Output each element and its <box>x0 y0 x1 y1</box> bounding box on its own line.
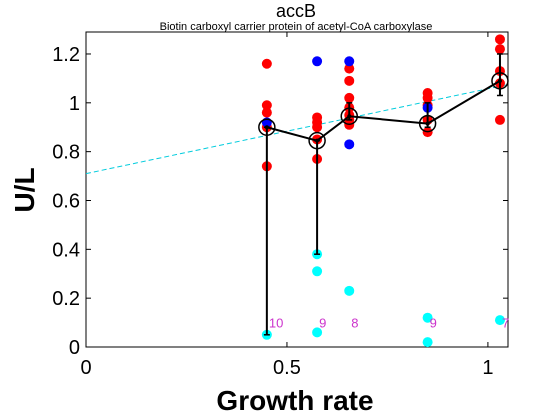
blue-data-point <box>312 56 323 67</box>
x-tick-label: 1 <box>482 357 493 379</box>
sample-count-label: 10 <box>269 316 283 331</box>
mean-marker <box>258 118 276 136</box>
x-axis-label: Growth rate <box>216 385 373 416</box>
cyan-data-point <box>312 327 323 338</box>
cyan-data-point <box>422 312 433 323</box>
mean-marker-dot <box>347 114 352 119</box>
mean-marker-dot <box>497 78 502 83</box>
red-data-point <box>494 34 505 45</box>
cyan-data-point <box>344 285 355 296</box>
plot-frame <box>85 31 509 348</box>
plot-area: 0 0.2 0.4 0.6 0.8 1 1.2 0 0.5 1 10 9 8 9 7 <box>52 31 509 379</box>
red-data-point <box>312 122 323 133</box>
cyan-data-point <box>422 337 433 348</box>
y-tick-label: 0 <box>69 337 80 359</box>
cyan-data-point <box>494 315 505 326</box>
mean-marker <box>491 72 509 90</box>
red-data-point <box>261 58 272 69</box>
y-tick-label: 1.2 <box>52 44 80 66</box>
mean-marker <box>340 107 358 125</box>
y-tick-label: 0.6 <box>52 190 80 212</box>
red-data-point <box>494 114 505 125</box>
mean-marker-dot <box>425 121 430 126</box>
x-tick-label: 0 <box>80 357 91 379</box>
sample-count-label: 8 <box>351 316 358 331</box>
blue-data-point <box>344 139 355 150</box>
red-data-point <box>344 75 355 86</box>
x-tick-label: 0.5 <box>273 357 301 379</box>
blue-data-point <box>344 56 355 67</box>
y-tick-label: 0.8 <box>52 142 80 164</box>
y-tick-label: 1 <box>69 93 80 115</box>
mean-marker-dot <box>315 138 320 143</box>
y-tick-label: 0.2 <box>52 288 80 310</box>
sample-count-label: 9 <box>430 316 437 331</box>
red-data-point <box>494 44 505 55</box>
sample-count-label: 9 <box>319 316 326 331</box>
chart-title: accB <box>276 1 316 21</box>
cyan-data-point <box>312 266 323 277</box>
red-data-point <box>261 107 272 118</box>
y-axis-label: U/L <box>9 167 40 212</box>
red-data-point <box>344 92 355 103</box>
y-tick-label: 0.4 <box>52 239 80 261</box>
trend-line <box>85 84 509 175</box>
red-data-point <box>422 92 433 103</box>
red-data-point <box>344 63 355 74</box>
chart-subtitle: Biotin carboxyl carrier protein of acety… <box>160 21 433 33</box>
sample-count-label: 7 <box>502 316 509 331</box>
mean-marker <box>308 131 326 150</box>
mean-marker <box>418 114 437 133</box>
red-data-point <box>261 100 272 111</box>
mean-marker-dot <box>264 125 269 130</box>
mean-line <box>266 79 501 142</box>
